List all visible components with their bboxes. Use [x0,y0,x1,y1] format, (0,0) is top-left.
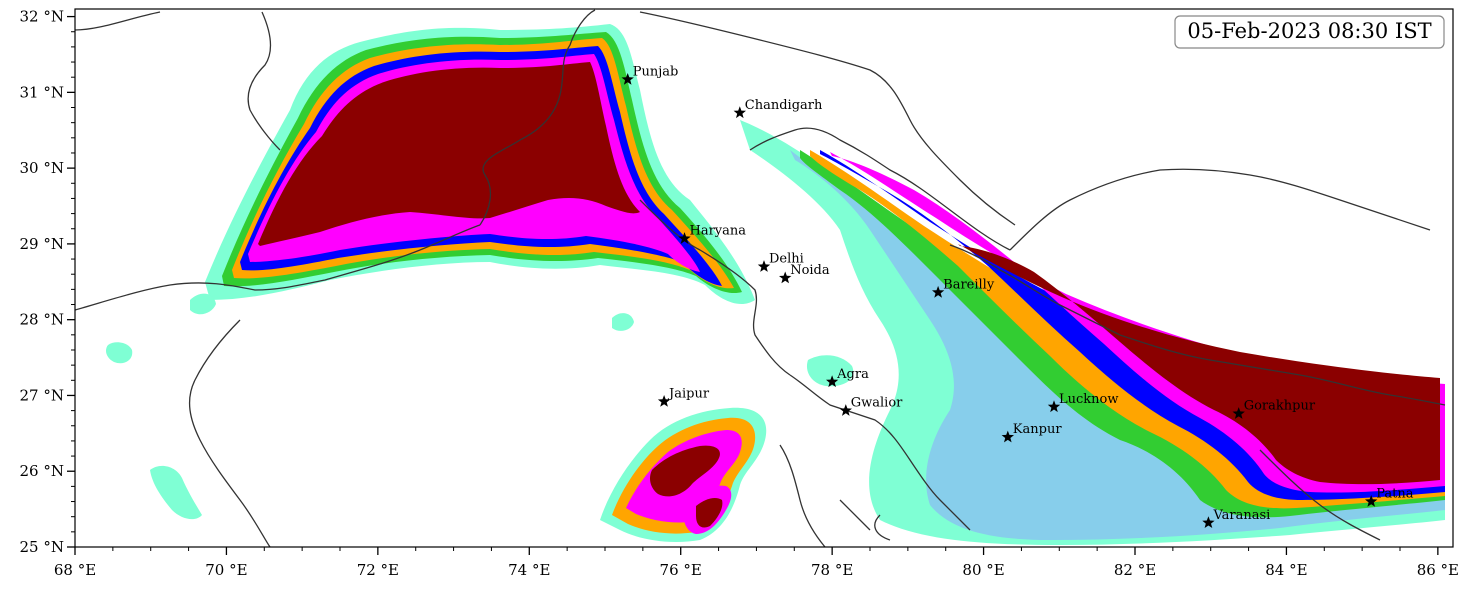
city-label: Patna [1376,487,1414,502]
border-pak-india [479,9,596,226]
city-star-icon [826,375,839,388]
y-tick-label: 28 °N [20,311,64,329]
precip-scatter-1 [106,342,133,364]
y-tick-label: 27 °N [20,386,64,404]
city-star-icon [1232,407,1245,419]
y-tick-label: 32 °N [20,8,64,26]
precip-scatter-4 [806,355,854,387]
precip-field [106,24,1445,545]
city-label: Chandigarh [745,98,823,113]
border-up-mp [789,374,971,531]
precip-scatter-2 [150,465,202,520]
city-label: Jaipur [667,387,710,402]
city-label: Lucknow [1059,392,1119,407]
city-star-icon [1202,516,1215,528]
city-label: Bareilly [943,277,995,292]
precip-scatter-3 [190,293,216,315]
x-tick-label: 68 °E [54,561,96,579]
city-star-icon [1365,495,1378,507]
x-tick-label: 84 °E [1265,561,1307,579]
city-star-icon [657,395,671,407]
y-tick-label: 30 °N [20,159,64,177]
y-tick-label: 26 °N [20,462,64,480]
border-rajasthan-2 [247,11,281,151]
border-nepal-south [1119,334,1446,406]
city-star-icon [779,271,792,284]
border-pak-afg [75,11,481,311]
city-star-icon [1001,430,1014,443]
city-label: Kanpur [1013,422,1063,437]
borders [75,9,1446,547]
x-tick-label: 70 °E [205,561,247,579]
x-tick-label: 78 °E [811,561,853,579]
city-star-icon [932,285,945,298]
plot-frame [74,8,1454,548]
x-tick-label: 74 °E [508,561,550,579]
timestamp-label: 05-Feb-2023 08:30 IST [1187,19,1431,43]
axis-ticks: 68 °E 70 °E 72 °E 74 °E 76 °E 78 °E 80 °E 82 °E… [20,8,1459,579]
border-nepal-north [1009,168,1431,251]
city-star-icon [733,106,746,119]
city-label: Punjab [633,64,679,79]
precip-scatter-5 [612,313,634,331]
precip-east-darkred [958,244,1440,485]
city-label: Gwalior [851,396,903,411]
y-tick-label: 25 °N [20,538,64,556]
city-label: Delhi [769,252,804,267]
city-label: Haryana [690,224,747,239]
city-star-icon [839,404,852,416]
precip-south-darkred [650,445,720,497]
city-star-icon [678,232,691,244]
city-star-icon [757,260,771,272]
border-tibet [639,11,1016,226]
city-label: Varanasi [1212,508,1270,523]
x-tick-label: 72 °E [357,561,399,579]
city-star-icon [1047,400,1061,413]
city-label: Agra [836,367,869,382]
x-tick-label: 76 °E [660,561,702,579]
city-label: Gorakhpur [1244,399,1316,414]
timestamp-frame [1174,15,1445,49]
y-tick-label: 31 °N [20,83,64,101]
timestamp-box: 05-Feb-2023 08:30 IST [1174,15,1445,49]
y-tick-label: 29 °N [20,235,64,253]
city-label: Noida [790,263,830,278]
border-bihar [1259,449,1381,541]
city-star-icon [621,73,634,85]
border-mp-inner [779,444,891,547]
border-nepal-west [949,244,1121,336]
x-tick-label: 80 °E [962,561,1004,579]
precip-south2-darkred [696,498,723,528]
border-rajasthan [188,319,271,547]
border-uttarakhand [749,127,1011,251]
x-tick-label: 86 °E [1417,561,1459,579]
x-tick-label: 82 °E [1114,561,1156,579]
precip-west-darkred [258,62,640,246]
